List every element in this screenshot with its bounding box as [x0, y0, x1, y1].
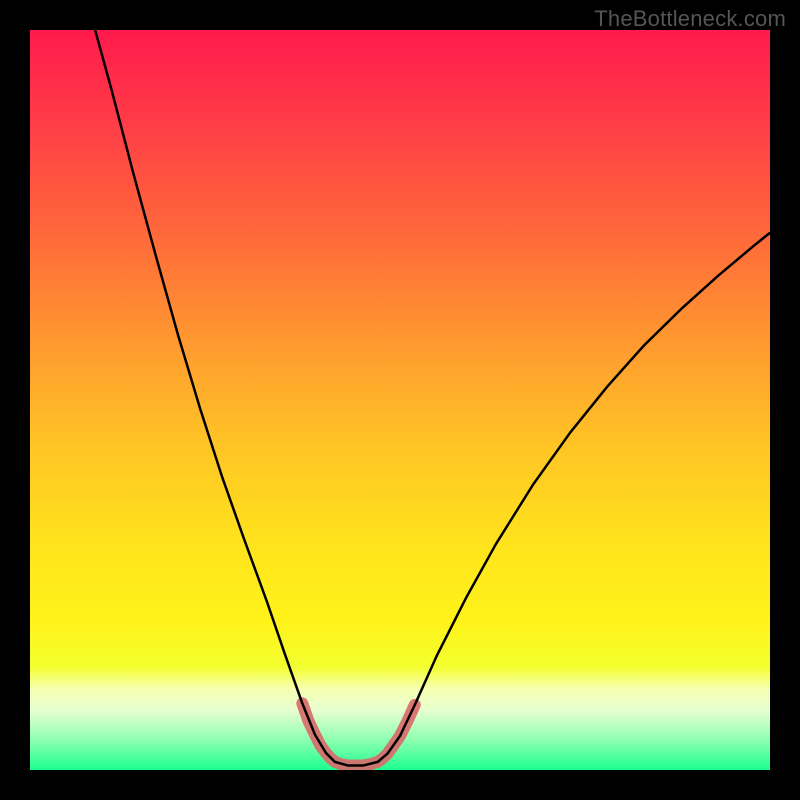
- chart-plot-area: [30, 30, 770, 770]
- bottleneck-curve-path: [95, 30, 770, 766]
- valley-highlight-path: [302, 703, 414, 765]
- watermark-text: TheBottleneck.com: [594, 6, 786, 32]
- chart-svg: [30, 30, 770, 770]
